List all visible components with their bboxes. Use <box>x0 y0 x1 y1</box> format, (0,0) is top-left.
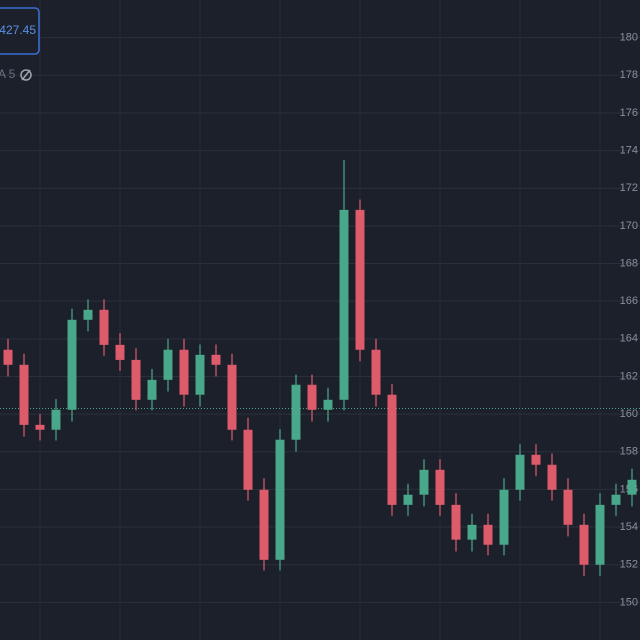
candle-body <box>563 489 573 525</box>
y-tick-label: 176 <box>620 107 638 119</box>
candle-body <box>387 394 397 505</box>
y-tick-label: 174 <box>620 144 638 156</box>
candle-body <box>115 344 125 360</box>
candle-body <box>611 494 621 505</box>
y-tick-label: 150 <box>620 596 638 608</box>
candle-body <box>579 524 589 565</box>
candle-body <box>339 209 349 400</box>
candle-body <box>467 524 477 540</box>
candle-body <box>195 354 205 395</box>
candle-body <box>51 409 61 430</box>
y-tick-label: 172 <box>620 182 638 194</box>
candle-body <box>259 489 269 560</box>
eye-icon[interactable] <box>20 69 32 81</box>
candle-body <box>227 364 237 430</box>
candle-body <box>435 469 445 505</box>
y-tick-label: 162 <box>620 370 638 382</box>
candle-body <box>419 469 429 495</box>
price-label: 427.45 <box>0 23 36 37</box>
y-tick-label: 152 <box>620 559 638 571</box>
candle-body <box>147 379 157 400</box>
candle-body <box>243 429 253 490</box>
candle-body <box>67 319 77 410</box>
candle-body <box>163 349 173 380</box>
y-tick-label: 170 <box>620 220 638 232</box>
candle-body <box>35 424 45 430</box>
y-tick-label: 166 <box>620 295 638 307</box>
candle-body <box>179 349 189 395</box>
candle-body <box>531 454 541 465</box>
y-tick-label: 178 <box>620 69 638 81</box>
price-box <box>0 7 40 55</box>
candle-body <box>355 209 365 350</box>
indicator-label: A 5 <box>0 67 16 81</box>
candle-body <box>371 349 381 395</box>
y-tick-label: 164 <box>620 333 638 345</box>
candle-body <box>515 454 525 490</box>
candle-body <box>307 384 317 410</box>
eye-slash <box>21 69 31 81</box>
candle-body <box>131 359 141 400</box>
candle-body <box>403 494 413 505</box>
candle-body <box>291 384 301 440</box>
candle-body <box>547 464 557 490</box>
candle-body <box>19 364 29 425</box>
candle-body <box>3 349 13 365</box>
candle-body <box>451 504 461 540</box>
candle-body <box>627 479 637 495</box>
y-tick-label: 154 <box>620 521 638 533</box>
y-tick-label: 180 <box>620 32 638 44</box>
candles <box>0 160 640 576</box>
candle-body <box>83 309 93 320</box>
y-tick-label: 168 <box>620 257 638 269</box>
candle-body <box>483 524 493 545</box>
candle-body <box>595 504 605 565</box>
y-tick-label: 158 <box>620 446 638 458</box>
y-tick-label: 160 <box>620 408 638 420</box>
candle-body <box>275 439 285 560</box>
candle-body <box>323 399 333 410</box>
candle-body <box>499 489 509 545</box>
candle-body <box>99 309 109 345</box>
candle-body <box>211 354 221 365</box>
